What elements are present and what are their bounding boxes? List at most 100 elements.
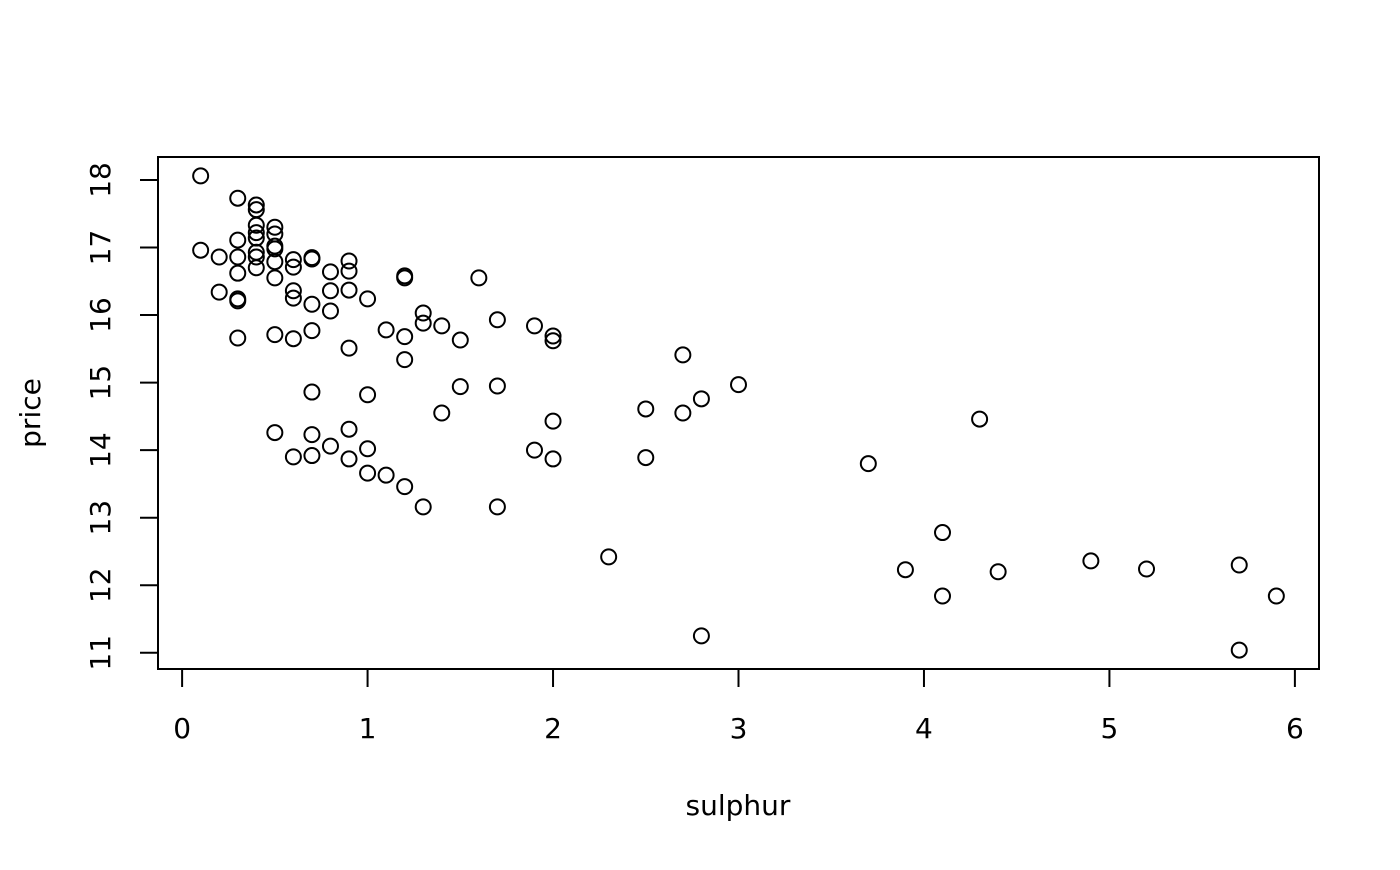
point [525, 317, 543, 335]
point [303, 426, 321, 444]
x-tick-label: 0 [173, 712, 191, 745]
plot-frame [157, 156, 1320, 670]
point [284, 448, 302, 466]
point [340, 252, 358, 270]
point [433, 317, 451, 335]
point [321, 302, 339, 320]
point [674, 404, 692, 422]
point [433, 404, 451, 422]
point [637, 400, 655, 418]
y-tick-label: 13 [84, 500, 117, 536]
point [303, 383, 321, 401]
point [229, 248, 247, 266]
point [247, 248, 265, 266]
point [321, 437, 339, 455]
point [284, 330, 302, 348]
y-tick-label: 17 [84, 230, 117, 266]
point [1082, 552, 1100, 570]
point [692, 390, 710, 408]
point [340, 420, 358, 438]
y-tick-label: 12 [84, 567, 117, 603]
point [321, 263, 339, 281]
y-tick-label: 16 [84, 297, 117, 333]
point [414, 304, 432, 322]
point [488, 377, 506, 395]
point [859, 455, 877, 473]
point [247, 196, 265, 214]
point [340, 281, 358, 299]
point [229, 292, 247, 310]
point [1230, 556, 1248, 574]
point [303, 250, 321, 268]
point [247, 216, 265, 234]
point [896, 561, 914, 579]
point [266, 218, 284, 236]
point [266, 253, 284, 271]
point [303, 295, 321, 313]
point [210, 283, 228, 301]
point [396, 478, 414, 496]
point [971, 410, 989, 428]
point [284, 258, 302, 276]
point [321, 282, 339, 300]
point [340, 339, 358, 357]
point [340, 450, 358, 468]
point [730, 376, 747, 394]
point [1138, 560, 1156, 578]
point [544, 327, 562, 345]
x-tick-label: 6 [1286, 712, 1304, 745]
point [396, 351, 414, 369]
x-axis-label: sulphur [686, 789, 791, 822]
point [359, 464, 377, 482]
point [340, 262, 358, 280]
point [266, 240, 284, 258]
point [377, 321, 395, 339]
point [488, 498, 506, 516]
y-tick-label: 15 [84, 365, 117, 401]
point [544, 450, 562, 468]
point [284, 282, 302, 300]
x-tick-label: 5 [1101, 712, 1119, 745]
point [544, 412, 562, 430]
point [303, 322, 321, 340]
point [470, 269, 488, 287]
point [396, 269, 414, 287]
point [525, 441, 543, 459]
point [192, 241, 210, 259]
y-axis-label: price [14, 378, 47, 448]
point [192, 167, 210, 185]
point [284, 289, 302, 307]
point [303, 447, 321, 465]
point [229, 189, 247, 207]
point [247, 224, 265, 242]
point [359, 440, 377, 458]
point [1230, 641, 1248, 659]
point [229, 231, 247, 249]
point [674, 346, 692, 364]
point [284, 251, 302, 269]
point [359, 386, 377, 404]
y-tick-label: 18 [84, 162, 117, 198]
point [488, 311, 506, 329]
point [414, 314, 432, 332]
point [934, 524, 952, 542]
point [637, 449, 655, 467]
x-tick-label: 2 [544, 712, 562, 745]
point [247, 259, 265, 277]
point [210, 248, 228, 266]
point [414, 498, 432, 516]
point [544, 332, 562, 350]
x-tick-label: 4 [915, 712, 933, 745]
point [266, 269, 284, 287]
y-tick-label: 14 [84, 432, 117, 468]
point [396, 328, 414, 346]
point [377, 466, 395, 484]
point [451, 331, 469, 349]
point [989, 563, 1007, 581]
point [934, 587, 952, 605]
x-tick-label: 1 [359, 712, 377, 745]
x-tick-label: 3 [730, 712, 748, 745]
point [229, 329, 247, 347]
point [266, 326, 284, 344]
